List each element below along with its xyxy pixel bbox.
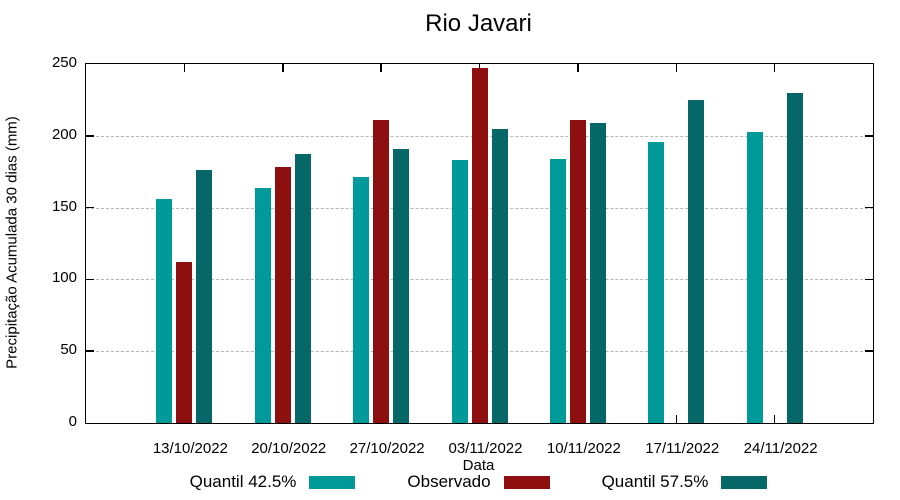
legend-label-quantil-42.5-: Quantil 42.5% [189, 472, 297, 491]
bar-observado-27-10-2022 [373, 120, 390, 423]
x-tick-label-1: 20/10/2022 [251, 440, 327, 457]
y-tick-label-250: 250 [51, 54, 77, 71]
bar-quantil-57.5--27-10-2022 [393, 148, 410, 423]
legend-label-observado: Observado [407, 472, 491, 491]
y-tick-mark [865, 350, 873, 352]
x-tick-label-5: 17/11/2022 [645, 440, 720, 457]
legend-item-quantil-57.5-: Quantil 57.5% [602, 472, 768, 492]
bar-quantil-42.5--24-11-2022 [746, 131, 763, 423]
x-tick-label-0: 13/10/2022 [152, 440, 228, 457]
y-tick-mark [86, 135, 94, 137]
chart-title: Rio Javari [425, 10, 532, 37]
x-tick-mark [478, 64, 481, 72]
bar-observado-10-11-2022 [569, 120, 586, 423]
y-tick-label-0: 0 [68, 413, 77, 430]
y-tick-mark [86, 206, 94, 209]
legend-item-observado: Observado [407, 472, 550, 492]
y-tick-mark [865, 135, 873, 137]
bar-quantil-42.5--27-10-2022 [353, 177, 370, 423]
legend-swatch-observado [503, 475, 550, 489]
bar-quantil-42.5--10-11-2022 [549, 158, 566, 423]
bar-quantil-57.5--03-11-2022 [491, 128, 508, 423]
x-tick-mark [183, 64, 186, 72]
x-tick-mark [773, 64, 776, 72]
bar-observado-20-10-2022 [274, 167, 291, 423]
y-axis-label: Precipitação Acumulada 30 dias (mm) [3, 116, 21, 369]
x-tick-label-4: 10/11/2022 [546, 440, 621, 457]
bar-observado-13-10-2022 [176, 262, 193, 423]
y-tick-label-200: 200 [51, 125, 77, 143]
y-tick-mark [86, 278, 94, 281]
y-tick-mark [86, 350, 94, 352]
bar-quantil-42.5--13-10-2022 [156, 198, 173, 423]
x-tick-label-2: 27/10/2022 [349, 440, 425, 457]
bar-quantil-42.5--20-10-2022 [254, 187, 271, 423]
x-tick-mark [773, 415, 776, 423]
bar-quantil-57.5--17-11-2022 [688, 99, 705, 423]
x-tick-mark [380, 64, 382, 72]
x-tick-mark [675, 415, 677, 423]
legend-label-quantil-57.5-: Quantil 57.5% [601, 472, 709, 491]
legend: Quantil 42.5% Observado Quantil 57.5% [85, 472, 872, 492]
y-tick-mark [865, 278, 873, 281]
bar-quantil-57.5--13-10-2022 [196, 170, 213, 423]
x-tick-label-6: 24/11/2022 [743, 440, 818, 457]
x-axis-label: Data [462, 457, 495, 474]
bar-quantil-57.5--24-11-2022 [786, 92, 803, 423]
legend-swatch-quantil-57.5- [721, 475, 768, 489]
y-tick-label-100: 100 [51, 269, 77, 287]
y-tick-label-50: 50 [60, 341, 77, 359]
bar-quantil-42.5--17-11-2022 [648, 141, 665, 423]
x-tick-mark [577, 64, 579, 72]
x-tick-mark [282, 64, 284, 72]
bar-quantil-57.5--20-10-2022 [294, 154, 311, 423]
x-tick-label-3: 03/11/2022 [448, 440, 523, 457]
legend-item-quantil-42.5-: Quantil 42.5% [190, 472, 356, 492]
legend-swatch-quantil-42.5- [309, 475, 356, 489]
bar-quantil-57.5--10-11-2022 [589, 122, 606, 423]
bar-quantil-42.5--03-11-2022 [451, 160, 468, 423]
y-tick-mark [865, 206, 873, 209]
y-tick-label-150: 150 [51, 197, 77, 215]
plot-area [85, 63, 874, 424]
bar-observado-03-11-2022 [471, 68, 488, 423]
x-tick-mark [675, 64, 677, 72]
